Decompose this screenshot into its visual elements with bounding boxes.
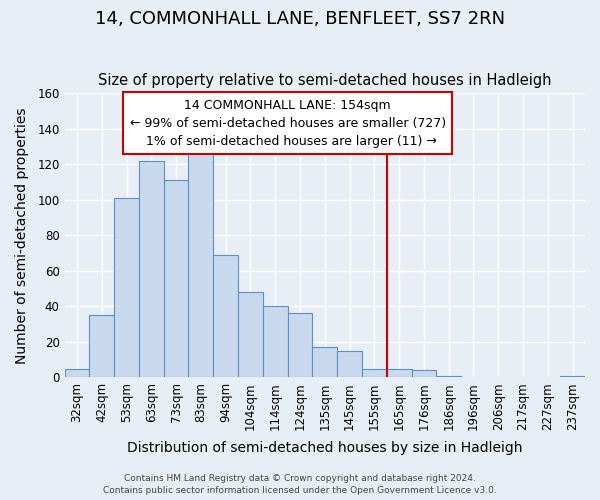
Text: 14 COMMONHALL LANE: 154sqm
← 99% of semi-detached houses are smaller (727)
  1% : 14 COMMONHALL LANE: 154sqm ← 99% of semi… — [130, 98, 446, 148]
Bar — [65, 368, 89, 378]
X-axis label: Distribution of semi-detached houses by size in Hadleigh: Distribution of semi-detached houses by … — [127, 441, 523, 455]
Bar — [436, 376, 461, 378]
Bar — [560, 376, 585, 378]
Bar — [238, 292, 263, 378]
Title: Size of property relative to semi-detached houses in Hadleigh: Size of property relative to semi-detach… — [98, 73, 551, 88]
Bar — [337, 351, 362, 378]
Bar — [263, 306, 287, 378]
Bar — [188, 143, 213, 378]
Y-axis label: Number of semi-detached properties: Number of semi-detached properties — [15, 107, 29, 364]
Bar — [164, 180, 188, 378]
Bar — [362, 368, 387, 378]
Bar — [89, 316, 114, 378]
Text: 14, COMMONHALL LANE, BENFLEET, SS7 2RN: 14, COMMONHALL LANE, BENFLEET, SS7 2RN — [95, 10, 505, 28]
Bar — [412, 370, 436, 378]
Bar — [387, 368, 412, 378]
Bar — [213, 255, 238, 378]
Bar — [114, 198, 139, 378]
Bar — [287, 314, 313, 378]
Bar — [313, 347, 337, 378]
Bar — [139, 161, 164, 378]
Text: Contains HM Land Registry data © Crown copyright and database right 2024.
Contai: Contains HM Land Registry data © Crown c… — [103, 474, 497, 495]
